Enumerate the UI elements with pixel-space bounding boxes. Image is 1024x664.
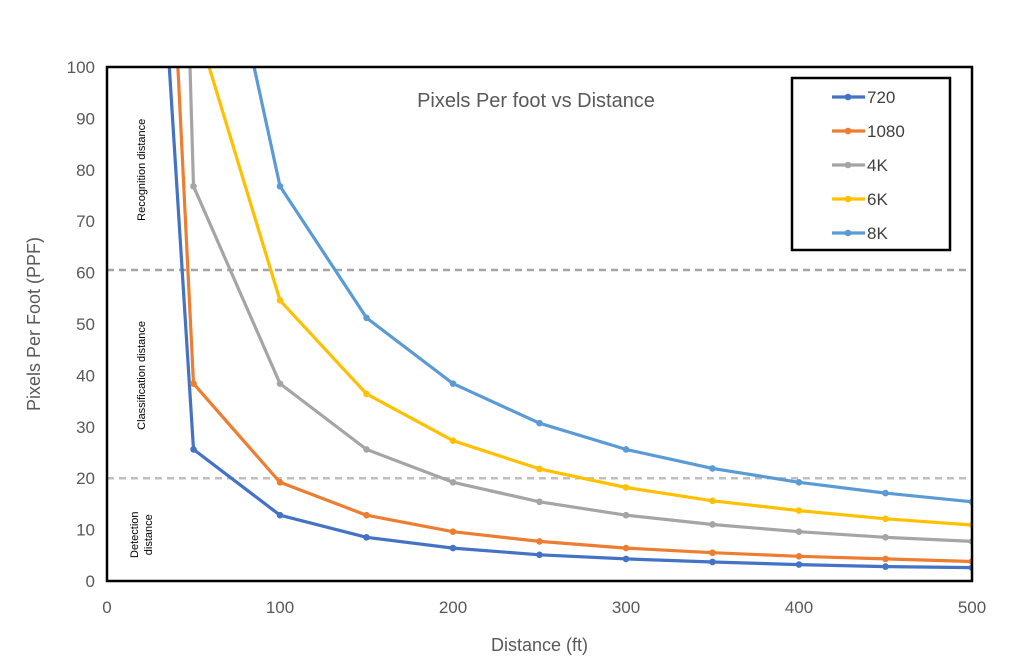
data-point <box>536 465 543 473</box>
y-tick-label: 40 <box>76 366 95 385</box>
y-tick-label: 0 <box>86 572 95 591</box>
zone-lines-layer <box>107 268 972 480</box>
legend-label: 1080 <box>867 122 905 141</box>
zone-label: Detection distance <box>129 511 155 557</box>
legend-item-8K: 8K <box>832 224 888 243</box>
y-axis-title: Pixels Per Foot (PPF) <box>24 237 44 411</box>
data-point <box>882 555 889 563</box>
plot-frame <box>105 65 974 583</box>
y-tick-label: 80 <box>76 161 95 180</box>
data-point <box>795 561 803 568</box>
data-point <box>190 182 197 190</box>
chart-title: Pixels Per foot vs Distance <box>417 90 655 112</box>
data-point <box>882 489 889 497</box>
series-1080 <box>176 67 972 565</box>
x-tick-label: 100 <box>266 598 294 617</box>
y-tick-label: 100 <box>67 58 95 77</box>
legend: 720 1080 4K 6K 8K <box>790 76 952 252</box>
data-point <box>363 390 370 398</box>
data-point <box>622 446 630 453</box>
data-point <box>536 419 543 427</box>
x-tick-label: 400 <box>785 598 813 617</box>
data-point <box>709 521 716 528</box>
x-tick-labels: 0 100 200 300 400 500 <box>102 598 986 617</box>
data-point <box>882 563 889 570</box>
data-point <box>449 437 457 444</box>
data-point <box>536 551 543 559</box>
y-tick-label: 50 <box>76 315 95 334</box>
y-tick-label: 60 <box>76 264 95 283</box>
data-point <box>882 534 889 541</box>
y-tick-label: 90 <box>76 109 95 128</box>
data-point <box>363 534 370 541</box>
data-point <box>795 479 803 486</box>
legend-marker <box>844 161 852 169</box>
zone-labels: Recognition distance Classification dista… <box>129 119 155 558</box>
zone-label: Classification distance <box>136 321 148 430</box>
legend-box <box>790 76 952 252</box>
legend-marker <box>844 127 852 135</box>
x-tick-label: 200 <box>439 598 467 617</box>
legend-marker <box>844 229 852 237</box>
y-tick-label: 70 <box>76 212 95 231</box>
data-point <box>190 380 197 387</box>
data-point <box>449 380 457 387</box>
y-tick-labels: 0 10 20 30 40 50 60 70 80 90 100 <box>67 58 95 591</box>
data-point <box>795 507 803 514</box>
data-point <box>709 549 716 557</box>
series-line <box>252 67 972 504</box>
data-point <box>622 544 630 552</box>
data-point <box>709 497 716 505</box>
x-axis-title: Distance (ft) <box>491 635 588 655</box>
data-point <box>449 479 457 486</box>
data-point <box>363 314 370 322</box>
data-point <box>709 558 716 566</box>
legend-label: 4K <box>867 156 888 175</box>
data-point <box>190 446 197 453</box>
x-tick-label: 0 <box>102 598 111 617</box>
legend-label: 8K <box>867 224 888 243</box>
data-point <box>795 553 803 560</box>
data-point <box>449 544 457 552</box>
legend-marker <box>844 195 852 203</box>
y-tick-label: 30 <box>76 418 95 437</box>
data-point <box>622 511 630 519</box>
y-tick-label: 10 <box>76 521 95 540</box>
series-8K <box>252 67 972 506</box>
data-point <box>795 528 803 535</box>
data-point <box>276 297 284 304</box>
data-point <box>449 528 457 535</box>
data-point <box>276 380 284 387</box>
y-tick-label: 20 <box>76 469 95 488</box>
data-point <box>882 515 889 523</box>
series-720 <box>167 67 972 571</box>
zone-label: Recognition distance <box>136 119 148 221</box>
data-point <box>536 538 543 545</box>
data-point <box>709 465 716 472</box>
x-tick-label: 300 <box>612 598 640 617</box>
data-point <box>276 182 284 190</box>
series-4K <box>188 67 972 545</box>
legend-item-4K: 4K <box>832 156 888 175</box>
legend-item-6K: 6K <box>832 190 888 209</box>
legend-label: 6K <box>867 190 888 209</box>
x-tick-label: 500 <box>958 598 986 617</box>
data-point <box>363 446 370 453</box>
data-point <box>536 498 543 506</box>
legend-item-1080: 1080 <box>832 122 905 141</box>
series-line <box>207 67 972 527</box>
legend-marker <box>844 93 852 101</box>
data-point <box>622 555 630 563</box>
data-point <box>363 511 370 519</box>
legend-label: 720 <box>867 88 895 107</box>
legend-item-720: 720 <box>832 88 895 107</box>
series-layer <box>167 67 972 571</box>
data-point <box>622 484 630 491</box>
data-point <box>276 479 284 486</box>
data-point <box>276 511 284 519</box>
